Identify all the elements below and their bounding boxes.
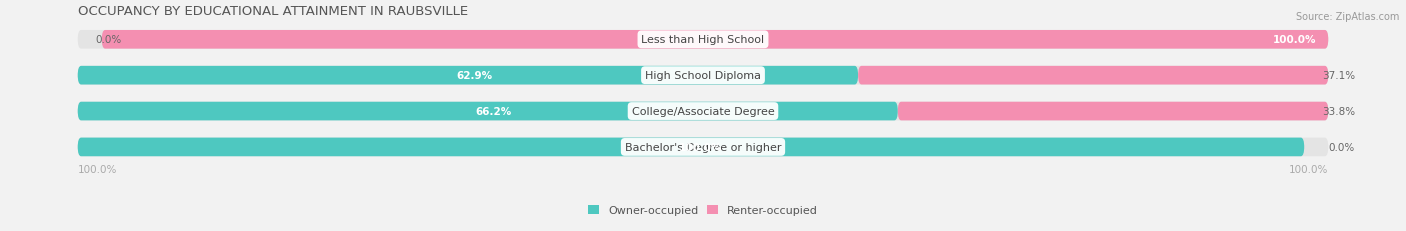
Text: 100.0%: 100.0% [77,164,117,174]
FancyBboxPatch shape [77,138,1305,157]
FancyBboxPatch shape [77,102,898,121]
FancyBboxPatch shape [77,102,1329,121]
Text: Bachelor's Degree or higher: Bachelor's Degree or higher [624,142,782,152]
Text: High School Diploma: High School Diploma [645,71,761,81]
Text: College/Associate Degree: College/Associate Degree [631,106,775,117]
Text: 100.0%: 100.0% [1272,35,1316,45]
Text: 33.8%: 33.8% [1322,106,1355,117]
Text: 100.0%: 100.0% [679,142,723,152]
Text: Source: ZipAtlas.com: Source: ZipAtlas.com [1295,12,1399,21]
Text: 100.0%: 100.0% [1289,164,1329,174]
FancyBboxPatch shape [858,67,1329,85]
Text: 66.2%: 66.2% [475,106,512,117]
Legend: Owner-occupied, Renter-occupied: Owner-occupied, Renter-occupied [583,201,823,220]
Text: 0.0%: 0.0% [1329,142,1354,152]
Text: 0.0%: 0.0% [96,35,122,45]
Text: Less than High School: Less than High School [641,35,765,45]
FancyBboxPatch shape [77,67,1329,85]
FancyBboxPatch shape [77,31,1329,49]
FancyBboxPatch shape [77,138,1329,157]
FancyBboxPatch shape [101,31,1329,49]
Text: OCCUPANCY BY EDUCATIONAL ATTAINMENT IN RAUBSVILLE: OCCUPANCY BY EDUCATIONAL ATTAINMENT IN R… [77,5,468,18]
Text: 37.1%: 37.1% [1322,71,1355,81]
FancyBboxPatch shape [77,67,858,85]
FancyBboxPatch shape [898,102,1329,121]
Text: 62.9%: 62.9% [456,71,492,81]
